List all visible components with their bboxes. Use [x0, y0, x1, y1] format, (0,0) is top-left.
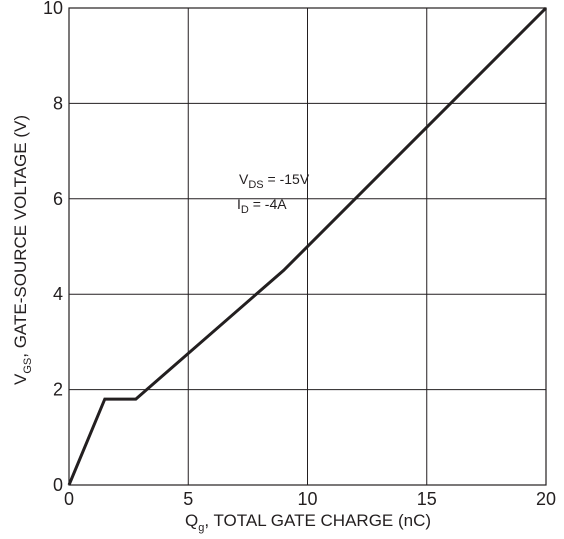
- y-tick-label: 8: [53, 93, 63, 113]
- y-tick-label: 4: [53, 284, 63, 304]
- x-tick-label: 10: [297, 489, 317, 509]
- x-tick-label: 5: [183, 489, 193, 509]
- annotation-id: ID = -4A: [237, 196, 287, 216]
- y-tick-label: 0: [53, 475, 63, 495]
- y-axis-label: VGS, GATE-SOURCE VOLTAGE (V): [11, 115, 34, 385]
- x-tick-label: 0: [64, 489, 74, 509]
- y-tick-label: 6: [53, 189, 63, 209]
- series-line: [67, 6, 548, 486]
- annotation-vds: VDS = -15V: [239, 171, 310, 191]
- plot-frame: [68, 7, 547, 486]
- y-tick-labels: 0 2 4 6 8 10: [43, 0, 63, 495]
- x-axis-label: Qg, TOTAL GATE CHARGE (nC): [185, 511, 431, 534]
- x-tick-label: 15: [417, 489, 437, 509]
- y-tick-label: 2: [53, 380, 63, 400]
- x-tick-labels: 0 5 10 15 20: [64, 489, 556, 509]
- x-tick-label: 20: [536, 489, 556, 509]
- y-tick-label: 10: [43, 0, 63, 18]
